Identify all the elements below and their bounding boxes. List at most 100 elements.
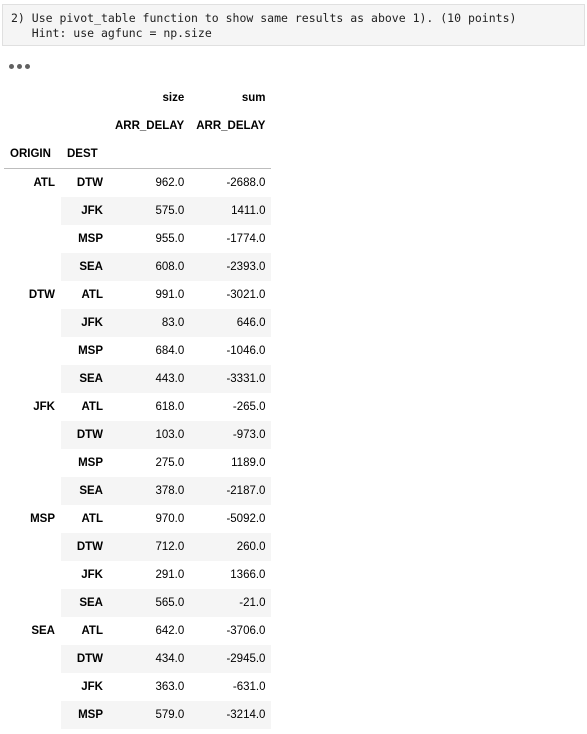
row-dest: JFK bbox=[61, 309, 109, 337]
cell-sum: -973.0 bbox=[190, 421, 272, 449]
table-body: ATL DTW 962.0 -2688.0 JFK 575.0 1411.0 MSP 955.0… bbox=[4, 169, 272, 729]
cell-sum: -2688.0 bbox=[226, 177, 266, 189]
dataframe-output: size sum ARR_DELAY ARR_DELAY ORIGIN DEST… bbox=[4, 84, 272, 729]
table-row: DTW 103.0 -973.0 bbox=[4, 421, 272, 449]
cell-sum: -3706.0 bbox=[226, 625, 266, 637]
row-dest: MSP bbox=[78, 233, 103, 245]
row-origin: JFK bbox=[33, 401, 55, 413]
row-dest: MSP bbox=[78, 345, 103, 357]
cell-size: 642.0 bbox=[155, 625, 185, 637]
index-name: DEST bbox=[61, 140, 109, 169]
row-dest: ATL bbox=[81, 513, 103, 525]
row-origin bbox=[4, 645, 61, 673]
table-row: MSP 579.0 -3214.0 bbox=[4, 701, 272, 729]
cell-size: 684.0 bbox=[155, 345, 185, 357]
cell-size: 970.0 bbox=[155, 513, 185, 525]
row-origin bbox=[4, 589, 61, 617]
cell-sum: -265.0 bbox=[232, 401, 266, 413]
row-dest: DTW bbox=[76, 177, 103, 189]
row-origin bbox=[4, 365, 61, 393]
cell-size: 991.0 bbox=[155, 289, 185, 301]
row-dest: SEA bbox=[61, 589, 109, 617]
table-row: MSP 955.0 -1774.0 bbox=[4, 225, 271, 253]
row-dest: ATL bbox=[81, 401, 103, 413]
cell-sum: -3331.0 bbox=[190, 365, 272, 393]
row-origin: MSP bbox=[30, 513, 55, 525]
cell-sum: -3021.0 bbox=[226, 289, 266, 301]
table-row: JFK 575.0 1411.0 bbox=[4, 197, 272, 225]
cell-sum: -2945.0 bbox=[190, 645, 272, 673]
cell-sum: -1046.0 bbox=[226, 345, 266, 357]
cell-sum: 1366.0 bbox=[230, 569, 266, 581]
cell-sum: 260.0 bbox=[190, 533, 272, 561]
cell-size: 579.0 bbox=[109, 701, 191, 729]
column-header: ARR_DELAY bbox=[196, 120, 266, 132]
cell-size: 275.0 bbox=[155, 457, 185, 469]
cell-size: 565.0 bbox=[109, 589, 191, 617]
table-row: JFK 83.0 646.0 bbox=[4, 309, 272, 337]
row-origin bbox=[4, 337, 61, 365]
column-header: size bbox=[162, 92, 185, 104]
row-origin bbox=[4, 673, 61, 701]
cell-size: 378.0 bbox=[109, 477, 191, 505]
code-line: Hint: use agfunc = np.size bbox=[11, 26, 212, 40]
row-origin bbox=[4, 561, 61, 589]
cell-size: 443.0 bbox=[109, 365, 191, 393]
table-row: SEA 378.0 -2187.0 bbox=[4, 477, 272, 505]
row-dest: DTW bbox=[61, 533, 109, 561]
cell-sum: 1411.0 bbox=[190, 197, 272, 225]
cell-size: 363.0 bbox=[155, 681, 185, 693]
row-dest: ATL bbox=[81, 289, 103, 301]
row-dest: DTW bbox=[61, 421, 109, 449]
row-origin bbox=[4, 701, 61, 729]
row-origin bbox=[4, 253, 61, 281]
table-row: DTW ATL 991.0 -3021.0 bbox=[4, 281, 271, 309]
table-row: JFK 363.0 -631.0 bbox=[4, 673, 271, 701]
row-dest: JFK bbox=[61, 197, 109, 225]
cell-sum: -2187.0 bbox=[190, 477, 272, 505]
cell-size: 83.0 bbox=[109, 309, 191, 337]
table-row: MSP 275.0 1189.0 bbox=[4, 449, 271, 477]
row-dest: DTW bbox=[61, 645, 109, 673]
row-dest: MSP bbox=[78, 457, 103, 469]
row-dest: JFK bbox=[81, 681, 103, 693]
column-header: sum bbox=[241, 92, 266, 104]
cell-size: 618.0 bbox=[155, 401, 185, 413]
row-dest: SEA bbox=[61, 365, 109, 393]
more-output-icon[interactable] bbox=[9, 58, 37, 74]
cell-sum: -21.0 bbox=[190, 589, 272, 617]
index-name: ORIGIN bbox=[4, 140, 61, 169]
row-dest: JFK bbox=[81, 569, 103, 581]
cell-size: 434.0 bbox=[109, 645, 191, 673]
table-row: SEA 565.0 -21.0 bbox=[4, 589, 272, 617]
row-origin bbox=[4, 309, 61, 337]
table-row: DTW 712.0 260.0 bbox=[4, 533, 272, 561]
cell-size: 103.0 bbox=[109, 421, 191, 449]
cell-size: 712.0 bbox=[109, 533, 191, 561]
cell-sum: -5092.0 bbox=[226, 513, 266, 525]
table-row: MSP 684.0 -1046.0 bbox=[4, 337, 271, 365]
cell-sum: 1189.0 bbox=[231, 457, 266, 469]
cell-size: 955.0 bbox=[155, 233, 185, 245]
cell-sum: -631.0 bbox=[232, 681, 266, 693]
row-origin bbox=[4, 225, 61, 253]
table-row: JFK 291.0 1366.0 bbox=[4, 561, 271, 589]
row-origin bbox=[4, 421, 61, 449]
row-origin bbox=[4, 449, 61, 477]
row-origin bbox=[4, 197, 61, 225]
code-line: 2) Use pivot_table function to show same… bbox=[11, 11, 517, 25]
table-row: SEA ATL 642.0 -3706.0 bbox=[4, 617, 271, 645]
cell-size: 962.0 bbox=[155, 177, 185, 189]
column-header: ARR_DELAY bbox=[115, 120, 185, 132]
row-origin bbox=[4, 533, 61, 561]
cell-size: 608.0 bbox=[109, 253, 191, 281]
table-row: SEA 608.0 -2393.0 bbox=[4, 253, 272, 281]
row-origin bbox=[4, 477, 61, 505]
table-row: MSP ATL 970.0 -5092.0 bbox=[4, 505, 271, 533]
cell-size: 291.0 bbox=[155, 569, 185, 581]
cell-sum: -1774.0 bbox=[226, 233, 266, 245]
row-dest: ATL bbox=[81, 625, 103, 637]
code-cell[interactable]: 2) Use pivot_table function to show same… bbox=[2, 4, 585, 46]
row-dest: MSP bbox=[61, 701, 109, 729]
row-dest: SEA bbox=[61, 477, 109, 505]
